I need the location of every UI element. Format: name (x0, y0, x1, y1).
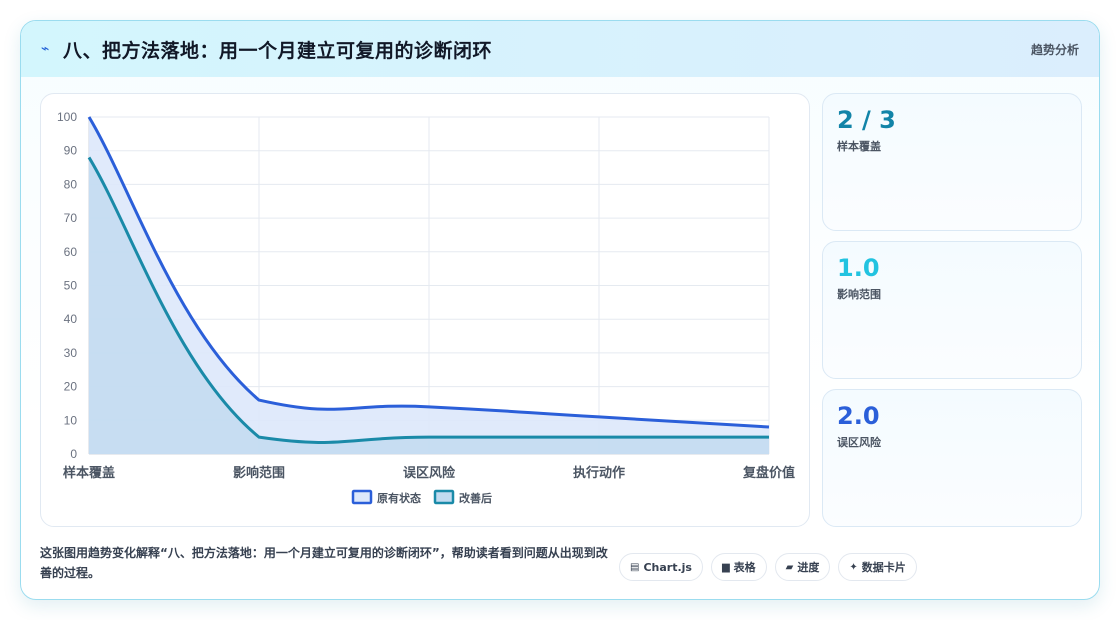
y-tick-label: 50 (64, 279, 78, 293)
series-line-1 (87, 156, 769, 444)
stat-label: 影响范围 (837, 288, 881, 301)
y-tick-label: 0 (70, 447, 77, 461)
y-tick-label: 80 (64, 177, 78, 191)
y-tick-label: 100 (57, 110, 77, 124)
y-tick-label: 70 (64, 211, 78, 225)
stat-label: 样本覆盖 (837, 140, 881, 153)
chart-panel: 0 10 20 30 40 50 60 70 80 90 100 样本覆盖 影响范围 误区风险 执行动作 复盘… (40, 93, 810, 527)
lightning-icon: ⌁ (41, 41, 50, 57)
x-tick-label: 复盘价值 (742, 465, 795, 481)
trend-analysis-tag: 趋势分析 (1030, 42, 1079, 57)
pill-label: Chart.js (643, 560, 692, 574)
legend-swatch (433, 489, 455, 505)
legend-swatch (351, 489, 373, 505)
y-tick-label: 10 (64, 413, 78, 427)
stat-card-risk: 2.0 误区风险 (822, 389, 1082, 527)
line-area-chart: 0 10 20 30 40 50 60 70 80 90 100 样本覆盖 影响范围 误区风险 执行动作 复盘… (57, 110, 795, 505)
stat-value: 2 / 3 (837, 106, 896, 134)
pill-table[interactable]: ▆ 表格 (710, 553, 767, 581)
tag-pills: ▤ Chart.js ▆ 表格 ▰ 进度 ✦ 数据卡片 (619, 553, 917, 581)
series-area-1 (89, 157, 769, 454)
y-tick-label: 90 (64, 144, 78, 158)
series-line-0 (87, 116, 770, 429)
progress-icon: ▰ (785, 561, 794, 573)
pill-label: 数据卡片 (861, 561, 906, 574)
chart-icon: ▤ (630, 561, 640, 573)
pill-progress[interactable]: ▰ 进度 (774, 553, 831, 581)
y-tick-label: 40 (64, 312, 78, 326)
stat-value: 1.0 (837, 254, 880, 282)
card-header: ⌁ 八、把方法落地：用一个月建立可复用的诊断闭环 趋势分析 (21, 21, 1099, 77)
chart-description: 这张图用趋势变化解释“八、把方法落地：用一个月建立可复用的诊断闭环”，帮助读者看… (40, 546, 608, 580)
pill-data-card[interactable]: ✦ 数据卡片 (838, 553, 917, 581)
main-card: ⌁ 八、把方法落地：用一个月建立可复用的诊断闭环 趋势分析 0 10 20 30 40 5… (20, 20, 1100, 600)
sparkle-icon: ✦ (849, 561, 858, 573)
legend-label: 改善后 (459, 491, 492, 505)
pill-label: 表格 (733, 561, 756, 574)
pill-label: 进度 (797, 561, 820, 574)
stat-card-sample-coverage: 2 / 3 样本覆盖 (822, 93, 1082, 231)
stat-value: 2.0 (837, 402, 880, 430)
x-tick-label: 误区风险 (403, 465, 456, 481)
legend-label: 原有状态 (377, 491, 421, 505)
stat-label: 误区风险 (837, 436, 881, 449)
y-tick-label: 20 (64, 380, 78, 394)
x-tick-label: 影响范围 (233, 465, 285, 481)
pill-chartjs[interactable]: ▤ Chart.js (619, 553, 703, 581)
stat-card-impact-range: 1.0 影响范围 (822, 241, 1082, 379)
table-icon: ▆ (721, 561, 730, 573)
x-tick-label: 样本覆盖 (63, 465, 115, 481)
y-tick-label: 60 (64, 245, 78, 259)
x-tick-label: 执行动作 (573, 465, 625, 481)
y-tick-label: 30 (64, 346, 78, 360)
page-title: 八、把方法落地：用一个月建立可复用的诊断闭环 (63, 39, 493, 62)
